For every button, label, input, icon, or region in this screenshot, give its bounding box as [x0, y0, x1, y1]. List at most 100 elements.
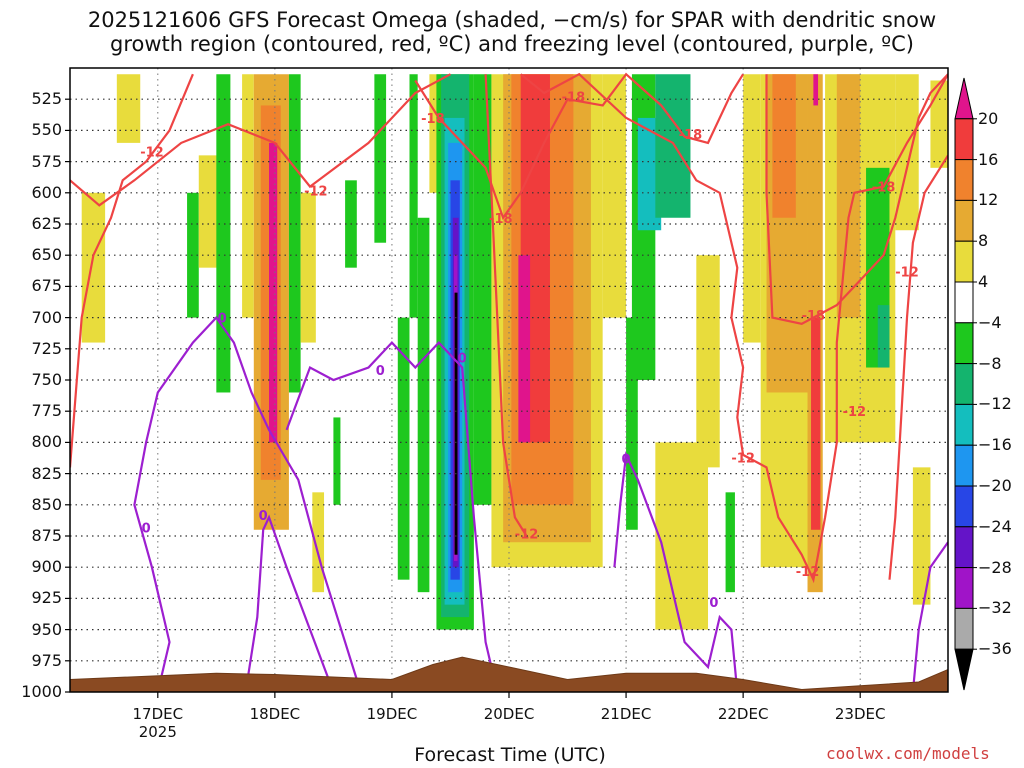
y-tick-label: 800	[31, 432, 62, 452]
colorbar-swatch	[954, 240, 974, 283]
y-tick-label: 925	[31, 588, 62, 608]
dgz-18-contour-label: -18	[802, 309, 826, 324]
dgz-12-contour-label-text: -12	[895, 265, 919, 280]
y-tick-label: 850	[31, 494, 62, 514]
freezing-level-contour-line	[133, 315, 370, 692]
omega-shading-cell	[912, 467, 931, 605]
omega-shading-cell	[288, 74, 301, 393]
freezing-level-contour-label-text: 0	[709, 596, 718, 611]
colorbar-swatch	[954, 403, 974, 446]
colorbar-tick-label: 4	[978, 272, 989, 291]
colorbar-swatch	[954, 118, 974, 161]
dgz-18-contour-label-text: -18	[872, 181, 896, 196]
omega-shading-cell	[877, 305, 890, 368]
y-tick-label: 650	[31, 245, 62, 265]
omega-shading-cell	[454, 292, 458, 555]
dgz-18-contour-label: -18	[562, 91, 586, 106]
terrain-surface	[70, 656, 948, 692]
omega-shading-cell	[409, 74, 418, 318]
chart-title-line-1: 2025121606 GFS Forecast Omega (shaded, −…	[87, 8, 937, 32]
dgz-12-contour-label-text: -12	[304, 184, 328, 199]
colorbar-tick-label: −20	[978, 476, 1012, 495]
colorbar-tick-label: −32	[978, 598, 1012, 618]
x-tick-label: 21DEC	[600, 705, 652, 723]
colorbar-swatch	[954, 526, 974, 569]
freezing-level-contour-label: 0	[458, 352, 467, 367]
plot-area: -12-12-12-12-12-12-12-18-18-18-18-18-180…	[70, 68, 948, 692]
y-tick-label: 950	[31, 619, 62, 639]
dgz-18-contour-label-text: -18	[489, 212, 513, 227]
dgz-18-contour-label: -18	[872, 181, 896, 196]
chart-title-line-2: growth region (contoured, red, ºC) and f…	[110, 32, 914, 56]
dgz-18-contour-label-text: -18	[562, 91, 586, 106]
x-axis-title: Forecast Time (UTC)	[414, 744, 606, 766]
freezing-level-contour-label-text: 0	[142, 521, 151, 536]
dgz-12-contour-label-text: -12	[731, 451, 755, 466]
credit-text: coolwx.com/models	[826, 744, 990, 763]
x-tick-label: 20DEC	[483, 705, 535, 723]
colorbar-tick-label: −16	[978, 435, 1012, 455]
x-tick-label: 18DEC	[249, 705, 301, 723]
omega-shading-cell	[81, 192, 106, 343]
dgz-18-contour-label: -18	[421, 112, 445, 127]
y-tick-label: 825	[31, 463, 62, 483]
omega-shading-cell	[813, 74, 819, 106]
colorbar-top-triangle	[954, 77, 974, 120]
omega-shading-cell	[242, 74, 254, 318]
dgz-12-contour-line	[888, 154, 948, 580]
freezing-level-contour-line	[285, 340, 499, 692]
dgz-12-contour-label: -12	[731, 451, 755, 466]
colorbar-tick-label: 12	[978, 190, 999, 210]
omega-shading-cell	[187, 192, 199, 318]
colorbar-tick-label: 20	[978, 108, 999, 128]
y-tick-label: 575	[31, 151, 62, 171]
y-tick-label: 625	[31, 214, 62, 233]
omega-shading-cell	[696, 255, 720, 468]
dgz-18-contour-label: -18	[679, 128, 703, 143]
omega-shading-cell	[417, 217, 430, 593]
colorbar-tick-label: −36	[978, 639, 1012, 659]
y-tick-label: 550	[31, 120, 62, 140]
colorbar-tick-label: −24	[978, 516, 1012, 536]
colorbar-tick-label: −28	[978, 557, 1012, 577]
colorbar-swatch	[954, 199, 974, 242]
omega-shading-cell	[216, 74, 231, 393]
omega-shading-cell	[300, 192, 316, 343]
freezing-level-contour-label-text: 0	[259, 509, 268, 524]
dgz-12-contour-line	[484, 74, 528, 537]
x-tick-label: 23DEC	[834, 705, 886, 723]
y-tick-label: 1000	[21, 682, 62, 701]
omega-shading-cell	[333, 417, 341, 505]
colorbar-tick-label: −4	[978, 312, 1002, 332]
x-tick-label: 17DEC	[132, 705, 184, 723]
omega-shading-cell	[518, 255, 531, 443]
y-tick-label: 700	[31, 307, 62, 327]
dgz-12-contour-label-text: -12	[843, 405, 867, 420]
colorbar-tick-label: −12	[978, 394, 1012, 414]
y-tick-label: 900	[31, 557, 62, 577]
omega-shading-cell	[116, 74, 141, 143]
freezing-level-contour-label: 0	[218, 312, 227, 327]
y-tick-label: 975	[31, 650, 62, 670]
x-tick-label: 22DEC	[717, 705, 769, 723]
omega-shading-cell	[269, 142, 278, 443]
dgz-12-contour-line	[520, 72, 948, 584]
freezing-level-contour-label: 0	[376, 364, 385, 379]
y-tick-label: 675	[31, 276, 62, 296]
colorbar-tick-label: 8	[978, 231, 989, 251]
omega-shading-cell	[473, 74, 492, 505]
colorbar-swatch	[954, 159, 974, 201]
x-tick-sublabel: 2025	[138, 723, 177, 741]
colorbar-swatch	[954, 607, 974, 650]
omega-shading-cell	[772, 74, 796, 218]
dgz-12-contour-line	[70, 73, 194, 468]
freezing-level-contour-line	[613, 450, 739, 692]
omega-shading-cell	[374, 74, 387, 243]
dgz-18-contour-label: -18	[489, 212, 513, 227]
colorbar-tick-label: 16	[978, 149, 999, 169]
dgz-18-contour-line	[765, 73, 948, 325]
colorbar-swatch	[954, 444, 974, 487]
colorbar-bottom-triangle	[954, 648, 974, 691]
y-tick-label: 775	[31, 401, 62, 421]
